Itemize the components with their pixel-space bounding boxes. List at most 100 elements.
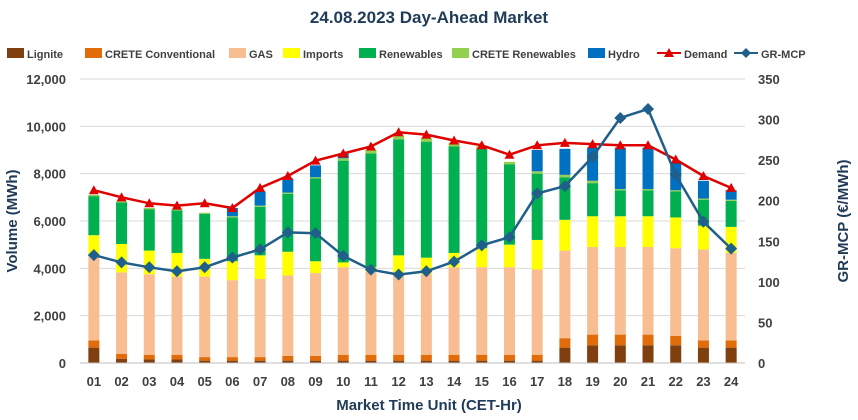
- demand-point: [227, 202, 238, 212]
- legend-swatch: [359, 48, 376, 58]
- demand-point: [504, 149, 515, 159]
- bar-segment: [420, 360, 432, 363]
- bar-segment: [116, 201, 128, 203]
- bar-segment: [226, 280, 238, 358]
- demand-point: [116, 192, 127, 202]
- price-point: [115, 256, 128, 269]
- bar-segment: [587, 247, 599, 335]
- bar-segment: [697, 180, 709, 199]
- demand-point: [171, 200, 182, 210]
- bar-segment: [199, 213, 211, 259]
- y2-tick-label: 350: [758, 72, 780, 87]
- bar-segment: [365, 360, 377, 363]
- x-tick-label: 04: [170, 374, 185, 389]
- legend-label: GAS: [249, 49, 273, 61]
- y-tick-label: 6,000: [33, 214, 66, 229]
- bar-segment: [143, 207, 155, 210]
- demand-point: [587, 139, 598, 149]
- bar-segment: [448, 146, 460, 253]
- bar-segment: [393, 274, 405, 355]
- bar-segment: [559, 347, 571, 363]
- x-tick-label: 02: [114, 374, 128, 389]
- bar-segment: [365, 354, 377, 361]
- bar-segment: [171, 359, 183, 363]
- demand-point: [476, 140, 487, 150]
- chart-title: 24.08.2023 Day-Ahead Market: [310, 8, 548, 27]
- bar-segment: [697, 199, 709, 226]
- price-point: [697, 215, 710, 228]
- y2-axis-title: GR-MCP (€/MWh): [835, 159, 852, 282]
- bar-segment: [697, 225, 709, 250]
- bar-segment: [725, 199, 737, 201]
- y2-tick-label: 0: [758, 356, 765, 371]
- bar-segment: [697, 340, 709, 348]
- bar-segment: [670, 345, 682, 363]
- bar-segment: [531, 150, 543, 172]
- bar-segment: [254, 278, 266, 358]
- bar-segment: [587, 147, 599, 181]
- x-tick-label: 06: [225, 374, 239, 389]
- x-tick-label: 10: [336, 374, 350, 389]
- bar-segment: [337, 267, 349, 355]
- bar-segment: [559, 338, 571, 348]
- demand-point: [338, 148, 349, 158]
- bar-segment: [725, 252, 737, 341]
- bar-segment: [282, 193, 294, 252]
- bar-segment: [310, 273, 322, 356]
- bar-segment: [393, 135, 405, 140]
- bar-segment: [725, 200, 737, 227]
- bar-segment: [503, 360, 515, 363]
- bar-segment: [476, 360, 488, 363]
- bar-segment: [199, 360, 211, 363]
- price-point: [475, 239, 488, 252]
- legend-swatch: [588, 48, 605, 58]
- price-point: [642, 103, 655, 116]
- demand-point: [532, 140, 543, 150]
- demand-point: [421, 129, 432, 139]
- y-tick-label: 10,000: [26, 119, 66, 134]
- demand-point: [615, 140, 626, 150]
- bar-segment: [88, 196, 100, 236]
- legend-marker: [664, 48, 674, 57]
- bar-segment: [88, 256, 100, 341]
- x-tick-label: 13: [419, 374, 433, 389]
- bar-segment: [310, 165, 322, 178]
- bar-segment: [420, 354, 432, 361]
- bar-segment: [365, 150, 377, 154]
- demand-point: [365, 141, 376, 151]
- bar-segment: [337, 360, 349, 363]
- price-point: [586, 150, 599, 163]
- bar-segment: [116, 354, 128, 359]
- x-tick-label: 11: [364, 374, 378, 389]
- legend-label: Imports: [303, 49, 343, 61]
- price-point: [170, 265, 183, 278]
- legend-swatch: [283, 48, 300, 58]
- bar-segment: [725, 190, 737, 200]
- bar-segment: [393, 354, 405, 361]
- bar-segment: [670, 191, 682, 218]
- bar-segment: [614, 190, 626, 217]
- bar-segment: [116, 202, 128, 244]
- price-point: [364, 263, 377, 276]
- bar-segment: [503, 354, 515, 361]
- demand-point: [449, 135, 460, 145]
- x-tick-label: 08: [281, 374, 295, 389]
- bar-segment: [88, 340, 100, 348]
- bar-segment: [642, 334, 654, 346]
- y-tick-label: 12,000: [26, 72, 66, 87]
- bar-segment: [171, 252, 183, 277]
- demand-line: [93, 131, 732, 210]
- bar-segment: [531, 239, 543, 270]
- bar-segment: [393, 139, 405, 256]
- y-tick-label: 0: [59, 356, 66, 371]
- bar-segment: [614, 216, 626, 248]
- bar-segment: [531, 171, 543, 174]
- y2-tick-label: 50: [758, 315, 772, 330]
- bar-segment: [171, 276, 183, 355]
- x-tick-label: 09: [308, 374, 322, 389]
- bar-segment: [642, 147, 654, 190]
- x-tick-label: 15: [475, 374, 489, 389]
- bar-segment: [254, 206, 266, 256]
- bar-segment: [310, 355, 322, 361]
- price-point: [448, 255, 461, 268]
